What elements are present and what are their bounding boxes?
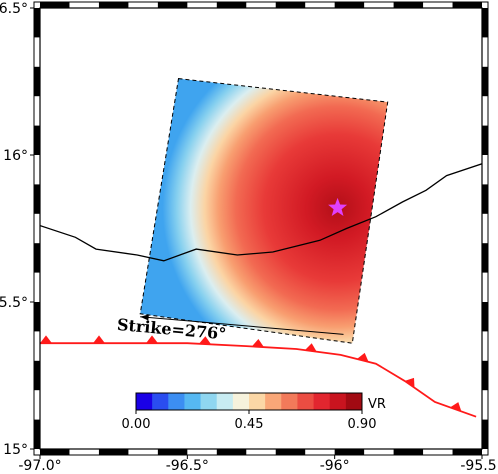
frame-segment <box>34 66 40 97</box>
frame-segment <box>34 243 40 273</box>
y-axis-tick-label: 16.5° <box>0 1 28 17</box>
strike-arrow-line <box>140 316 344 335</box>
x-axis-tick-label: -96° <box>320 458 350 474</box>
colorbar-swatch <box>232 393 250 410</box>
x-axis-tick-label: -96.5° <box>166 458 209 474</box>
trench-triangle <box>304 343 317 352</box>
frame-segment <box>393 449 424 455</box>
frame-segment <box>482 66 488 97</box>
frame-segment <box>34 419 40 449</box>
colorbar-swatch <box>281 393 298 410</box>
colorbar-swatch <box>200 393 218 410</box>
frame-segment <box>334 449 365 455</box>
colorbar-tick-labels: 0.00 0.45 0.90 <box>122 410 377 432</box>
frame-segment <box>482 184 488 214</box>
x-axis-tick-label: -97.0° <box>18 458 61 474</box>
y-axis-tick-label: 15° <box>3 442 28 458</box>
frame-segment <box>482 125 488 155</box>
colorbar-label: VR <box>368 397 386 412</box>
frame-segment <box>34 8 40 38</box>
colorbar-tick-label: 0.00 <box>122 417 151 432</box>
frame-segment <box>157 449 188 455</box>
frame-segment <box>34 184 40 214</box>
fault-plane-outline <box>139 78 389 344</box>
trench-triangle <box>146 335 158 344</box>
y-axis-tick-label: 15.5° <box>0 295 28 311</box>
colorbar-swatch <box>216 393 234 410</box>
colorbar-swatch <box>184 393 201 410</box>
colorbar-tick-label: 0.90 <box>348 417 377 432</box>
colorbar-swatch <box>152 393 169 410</box>
trench-triangle <box>356 352 369 362</box>
frame-segment <box>452 449 482 455</box>
frame-inner-border <box>39 7 483 450</box>
frame-segment <box>482 419 488 449</box>
frame-segment <box>98 449 129 455</box>
velocity-ratio-field <box>140 78 388 344</box>
colorbar-swatch <box>313 393 331 410</box>
trench-triangle <box>93 335 105 344</box>
map-frame <box>33 1 489 456</box>
trench-triangle <box>450 402 462 412</box>
frame-segment <box>40 449 70 455</box>
coastline <box>40 163 482 262</box>
frame-segment <box>34 302 40 332</box>
frame-segment <box>482 8 488 38</box>
colorbar-swatch <box>249 393 266 410</box>
frame-segment <box>216 449 247 455</box>
frame-segment <box>157 2 188 8</box>
colorbar-tick-label: 0.45 <box>235 417 264 432</box>
frame-segment <box>393 2 424 8</box>
frame-outer-border <box>33 1 489 456</box>
frame-segment <box>34 360 40 391</box>
frame-segment <box>275 449 306 455</box>
frame-segment <box>482 302 488 332</box>
frame-segment <box>482 360 488 391</box>
colorbar-swatch <box>297 393 314 410</box>
colorbar-swatch <box>345 393 363 410</box>
trench-triangle <box>199 336 211 345</box>
frame-segment <box>40 2 70 8</box>
y-axis-tick-label: 16° <box>3 148 28 164</box>
colorbar-swatch <box>168 393 185 410</box>
frame-segment <box>334 2 365 8</box>
trench-triangle <box>40 335 52 344</box>
trench-layer <box>40 335 477 418</box>
frame-segment <box>98 2 129 8</box>
epicenter-star-icon <box>328 197 348 216</box>
trench-triangle <box>404 377 415 388</box>
frame-segment <box>275 2 306 8</box>
trench-triangle <box>251 339 264 348</box>
strike-layer <box>140 314 344 335</box>
rupture-model-layer <box>139 78 389 344</box>
colorbar-swatch <box>265 393 282 410</box>
strike-arrow-head <box>140 314 149 321</box>
x-axis-tick-label: -95.5° <box>460 458 498 474</box>
colorbar-swatch <box>329 393 347 410</box>
frame-segment <box>34 125 40 155</box>
colorbar <box>135 392 363 411</box>
colorbar-swatch <box>136 393 153 410</box>
frame-segment <box>452 2 482 8</box>
frame-segment <box>482 243 488 273</box>
frame-segment <box>216 2 247 8</box>
